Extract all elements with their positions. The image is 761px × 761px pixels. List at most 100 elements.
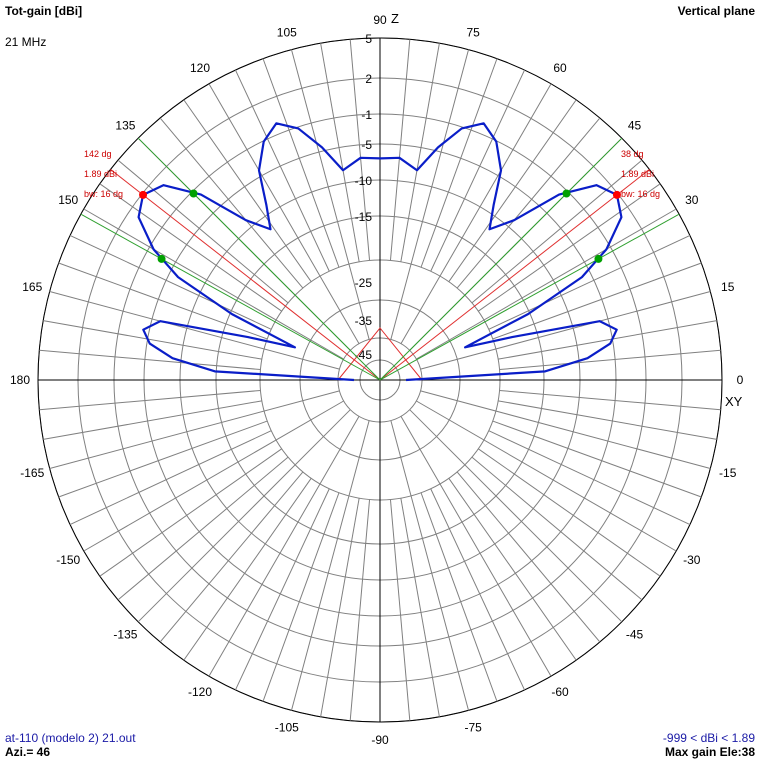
max-gain-label: Max gain Ele:38 bbox=[664, 745, 755, 759]
grid-spoke bbox=[400, 498, 440, 717]
grid-spoke bbox=[83, 208, 344, 360]
grid-spoke bbox=[478, 183, 661, 312]
grid-spoke bbox=[420, 492, 498, 702]
lobe-lines bbox=[80, 137, 680, 381]
grid-spoke bbox=[137, 409, 351, 623]
grid-spoke bbox=[400, 416, 552, 677]
grid-spoke bbox=[416, 208, 677, 360]
grid-spoke bbox=[430, 488, 525, 691]
grid-spoke bbox=[183, 99, 312, 282]
grid-spoke bbox=[409, 409, 623, 623]
xy-axis-label: XY bbox=[725, 394, 743, 409]
radial-tick-label: -1 bbox=[361, 108, 372, 122]
grid-spoke bbox=[448, 478, 577, 661]
grid-spoke bbox=[471, 456, 643, 601]
grid-spoke bbox=[488, 235, 691, 330]
grid-spoke bbox=[400, 83, 552, 344]
grid-spoke bbox=[320, 498, 360, 717]
grid-spoke bbox=[39, 349, 261, 371]
grid-spoke bbox=[69, 235, 272, 330]
grid-spoke bbox=[492, 262, 702, 340]
grid-spoke bbox=[488, 430, 691, 525]
angle-tick-label: -120 bbox=[188, 685, 212, 699]
grid-spoke bbox=[499, 349, 721, 371]
grid-spoke bbox=[291, 420, 370, 711]
half-power-marker bbox=[562, 189, 571, 198]
grid-spoke bbox=[117, 159, 289, 304]
grid-spoke bbox=[349, 39, 371, 261]
radial-tick-label: -25 bbox=[355, 276, 373, 290]
angle-tick-label: -45 bbox=[626, 628, 644, 642]
grid-spoke bbox=[291, 49, 370, 340]
half-power-line bbox=[379, 213, 680, 381]
lobe-annotation-text: bw: 16 dg bbox=[621, 189, 660, 199]
angle-tick-label: -90 bbox=[371, 733, 389, 747]
angle-tick-label: 90 bbox=[373, 13, 387, 27]
grid-spoke bbox=[471, 159, 643, 304]
grid-spoke bbox=[235, 69, 330, 272]
max-gain-line bbox=[379, 169, 650, 381]
grid-spoke bbox=[58, 420, 268, 498]
grid-spoke bbox=[420, 58, 498, 268]
angle-tick-label: 120 bbox=[190, 61, 210, 75]
gain-range-label: -999 < dBi < 1.89 bbox=[662, 731, 755, 745]
angle-tick-label: -105 bbox=[275, 721, 299, 735]
grid-spoke bbox=[208, 416, 360, 677]
grid-spoke bbox=[390, 49, 469, 340]
grid-spoke bbox=[498, 320, 717, 360]
grid-spoke bbox=[159, 471, 304, 643]
angle-tick-label: -60 bbox=[551, 685, 569, 699]
lobe-annotation-text: 1.89 dBi bbox=[84, 169, 117, 179]
half-power-marker bbox=[594, 254, 603, 263]
grid-spoke bbox=[320, 43, 360, 262]
angle-tick-label: 60 bbox=[553, 61, 567, 75]
radial-tick-label: 2 bbox=[365, 72, 372, 86]
angle-tick-label: -75 bbox=[465, 721, 483, 735]
grid-spoke bbox=[478, 448, 661, 577]
angle-tick-label: 45 bbox=[628, 118, 642, 132]
grid-spoke bbox=[498, 400, 717, 440]
grid-spoke bbox=[83, 400, 344, 552]
grid-spoke bbox=[183, 478, 312, 661]
grid-spoke bbox=[117, 456, 289, 601]
grid-spoke bbox=[456, 117, 601, 289]
pattern-trace bbox=[137, 122, 623, 382]
angle-tick-label: 180 bbox=[10, 373, 30, 387]
angle-tick-label: 150 bbox=[58, 193, 78, 207]
grid-spoke bbox=[389, 499, 411, 721]
radiation-pattern bbox=[137, 122, 623, 382]
grid-spoke bbox=[43, 400, 262, 440]
lobe-annotation-text: bw: 16 dg bbox=[84, 189, 123, 199]
grid-spoke bbox=[456, 471, 601, 643]
max-gain-line bbox=[110, 169, 381, 381]
angle-tick-label: 105 bbox=[277, 25, 297, 39]
plane-label: Vertical plane bbox=[677, 4, 755, 18]
angle-tick-label: -30 bbox=[683, 553, 701, 567]
angle-tick-label: -165 bbox=[20, 466, 44, 480]
grid-spoke bbox=[159, 117, 304, 289]
grid-spoke bbox=[99, 448, 282, 577]
z-axis-label: Z bbox=[391, 11, 399, 26]
grid-spoke bbox=[99, 183, 282, 312]
grid-spoke bbox=[448, 99, 577, 282]
file-name-label: at-110 (modelo 2) 21.out bbox=[5, 731, 136, 745]
grid-spoke bbox=[39, 389, 261, 411]
half-power-marker bbox=[157, 254, 166, 263]
grid-spoke bbox=[400, 43, 440, 262]
grid-spoke bbox=[235, 488, 330, 691]
grid-spoke bbox=[49, 390, 340, 469]
max-gain-marker bbox=[139, 190, 148, 199]
radial-tick-label: 5 bbox=[365, 32, 372, 46]
half-power-line bbox=[379, 137, 623, 381]
angle-tick-label: 165 bbox=[22, 280, 42, 294]
angle-tick-label: 0 bbox=[737, 373, 744, 387]
lobe-annotation-text: 1.89 dBi bbox=[621, 169, 654, 179]
angle-tick-label: 15 bbox=[721, 280, 735, 294]
angle-tick-labels: 0 15 30 45 60 75 90 105 120 135 150 165 180 -165 -150 -… bbox=[10, 13, 744, 747]
half-power-marker bbox=[189, 189, 198, 198]
angle-tick-label: -150 bbox=[56, 553, 80, 567]
grid-spoke bbox=[420, 291, 711, 370]
grid-spoke bbox=[262, 58, 340, 268]
grid-spoke bbox=[499, 389, 721, 411]
